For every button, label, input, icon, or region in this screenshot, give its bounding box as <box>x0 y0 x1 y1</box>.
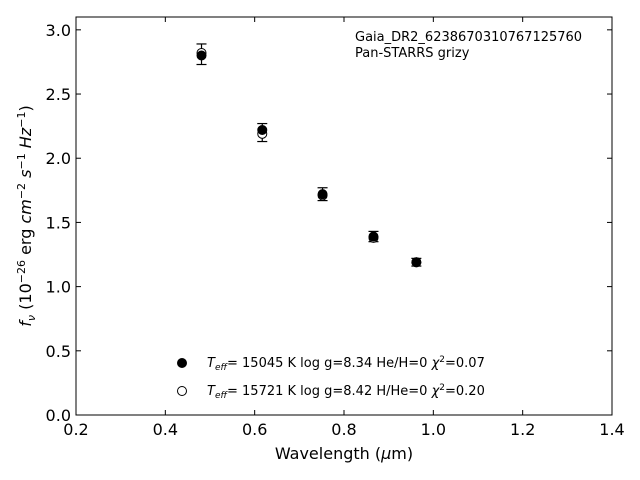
x-axis-ticks: 0.2 0.4 0.6 0.8 1.0 1.2 1.4 <box>63 17 625 439</box>
y-tick-label: 0.0 <box>46 406 71 425</box>
y-axis-label: fν (10−26 erg cm−2 s−1 Hz−1) <box>15 105 38 326</box>
x-tick-label: 1.4 <box>599 420 624 439</box>
legend-marker-filled <box>177 358 187 368</box>
x-tick-label: 0.8 <box>331 420 356 439</box>
object-id-annotation: Gaia_DR2_6238670310767125760 <box>355 30 582 45</box>
y-tick-label: 1.5 <box>46 213 71 232</box>
y-tick-label: 1.0 <box>46 278 71 297</box>
y-tick-label: 2.5 <box>46 85 71 104</box>
survey-annotation: Pan-STARRS grizy <box>355 46 470 61</box>
legend-label-model-2: Teff= 15721 K log g=8.42 H/He=0 χ2=0.20 <box>207 383 485 401</box>
legend-label-model-1: Teff= 15045 K log g=8.34 He/H=0 χ2=0.07 <box>207 355 485 373</box>
legend: Teff= 15045 K log g=8.34 He/H=0 χ2=0.07 … <box>177 355 485 401</box>
point-model-1 <box>257 124 268 135</box>
point-model-1 <box>411 257 422 268</box>
y-axis-ticks: 0.0 0.5 1.0 1.5 2.0 2.5 3.0 <box>46 21 612 425</box>
point-model-1 <box>368 231 379 242</box>
plot-area <box>75 16 613 416</box>
y-tick-label: 3.0 <box>46 21 71 40</box>
x-tick-label: 1.2 <box>510 420 535 439</box>
point-model-1 <box>317 189 328 200</box>
data-points <box>196 47 422 268</box>
legend-marker-open <box>177 386 187 396</box>
x-tick-label: 0.2 <box>63 420 88 439</box>
x-tick-label: 0.4 <box>153 420 178 439</box>
point-model-1 <box>196 50 207 61</box>
x-tick-label: 1.0 <box>421 420 446 439</box>
x-tick-label: 0.6 <box>242 420 267 439</box>
x-axis-label: Wavelength (μm) <box>275 444 413 463</box>
y-tick-label: 2.0 <box>46 149 71 168</box>
y-tick-label: 0.5 <box>46 342 71 361</box>
